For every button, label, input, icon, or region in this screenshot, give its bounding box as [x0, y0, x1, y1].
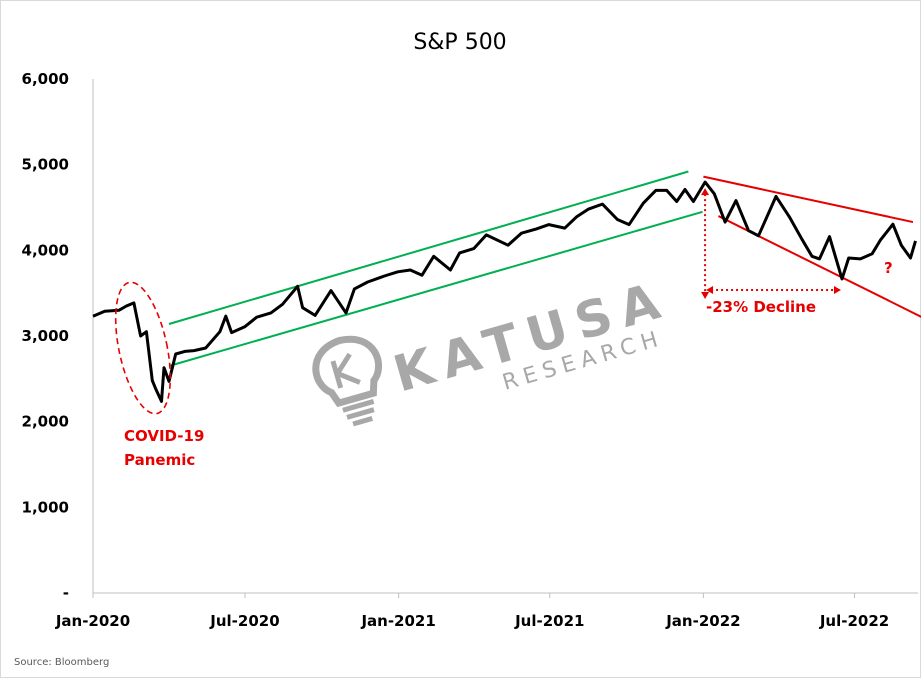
- x-tick-label: Jan-2021: [360, 612, 435, 630]
- source-note: Source: Bloomberg: [14, 657, 109, 668]
- katusa-watermark: KATUSA RESEARCH: [312, 270, 675, 427]
- y-tick-label: 5,000: [22, 156, 69, 174]
- trendline: [703, 175, 914, 224]
- y-tick-label: -: [63, 584, 69, 602]
- arrow-up-icon: [701, 188, 710, 196]
- y-tick-label: 3,000: [22, 327, 69, 345]
- covid-label-line2: Panemic: [124, 451, 195, 469]
- decline-label: -23% Decline: [706, 298, 816, 316]
- y-tick-label: 4,000: [22, 241, 69, 259]
- decline-annotation: -23% Decline: [701, 188, 842, 316]
- trendline: [168, 210, 703, 367]
- x-tick-label: Jan-2020: [55, 612, 130, 630]
- y-tick-labels: - 1,000 2,000 3,000 4,000 5,000 6,000: [22, 70, 69, 602]
- covid-ellipse: [114, 281, 172, 415]
- x-tick-label: Jul-2020: [209, 612, 279, 630]
- lightbulb-logo-icon: [312, 335, 382, 427]
- question-mark-label: ?: [884, 259, 893, 277]
- x-tick-label: Jan-2022: [665, 612, 740, 630]
- x-tick-labels: Jan-2020 Jul-2020 Jan-2021 Jul-2021 Jan-2022…: [55, 593, 889, 630]
- axes: - 1,000 2,000 3,000 4,000 5,000 6,000 Jan-2020…: [22, 70, 918, 630]
- y-tick-label: 2,000: [22, 413, 69, 431]
- trendlines: [168, 170, 921, 367]
- y-tick-label: 1,000: [22, 498, 69, 516]
- y-tick-label: 6,000: [22, 70, 69, 88]
- arrow-right-icon: [834, 286, 842, 294]
- covid-label-line1: COVID-19: [124, 427, 204, 445]
- trendline: [168, 170, 689, 325]
- arrow-down-icon: [701, 291, 710, 299]
- covid-annotation: COVID-19 Panemic: [114, 281, 204, 469]
- x-tick-label: Jul-2021: [514, 612, 584, 630]
- sp500-series-line: [92, 180, 917, 403]
- arrow-left-icon: [706, 286, 714, 294]
- chart-title: S&P 500: [413, 30, 506, 55]
- x-tick-label: Jul-2022: [819, 612, 889, 630]
